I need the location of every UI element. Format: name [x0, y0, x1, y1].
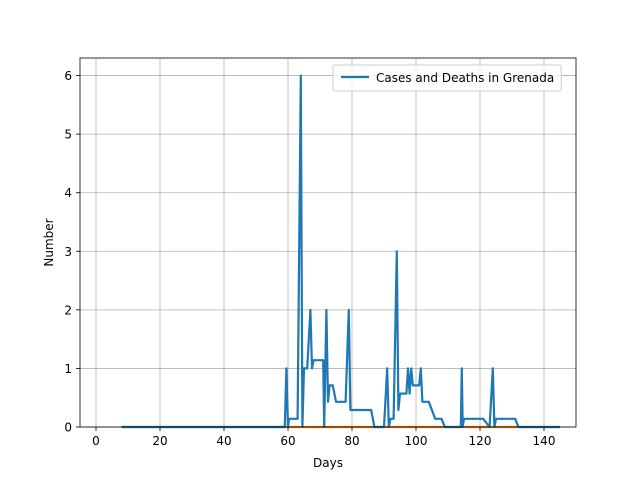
grid-lines — [80, 58, 576, 428]
y-tick-label: 2 — [64, 303, 72, 317]
legend-box — [332, 64, 562, 92]
series-line-cases-deaths — [121, 74, 560, 429]
x-tick-label: 0 — [92, 434, 100, 448]
plot-frame — [79, 57, 577, 428]
y-tick-label: 6 — [64, 69, 72, 83]
legend: Cases and Deaths in Grenada — [332, 64, 562, 92]
x-tick-label: 40 — [216, 434, 231, 448]
x-tick-label: 120 — [469, 434, 492, 448]
axis-ticks: 0 20 40 60 80 100 120 140 0 1 2 3 4 5 6 — [64, 69, 555, 448]
y-tick-label: 5 — [64, 128, 72, 142]
y-tick-label: 3 — [64, 245, 72, 259]
y-axis-label: Number — [42, 218, 56, 266]
y-tick-label: 4 — [64, 186, 72, 200]
y-tick-label: 0 — [64, 421, 72, 435]
x-tick-label: 100 — [405, 434, 428, 448]
legend-entry-cases-deaths: Cases and Deaths in Grenada — [376, 71, 554, 85]
x-tick-label: 60 — [280, 434, 295, 448]
y-tick-label: 1 — [64, 362, 72, 376]
x-tick-label: 80 — [344, 434, 359, 448]
x-axis-label: Days — [313, 456, 343, 470]
x-tick-label: 140 — [533, 434, 556, 448]
x-tick-label: 20 — [152, 434, 167, 448]
